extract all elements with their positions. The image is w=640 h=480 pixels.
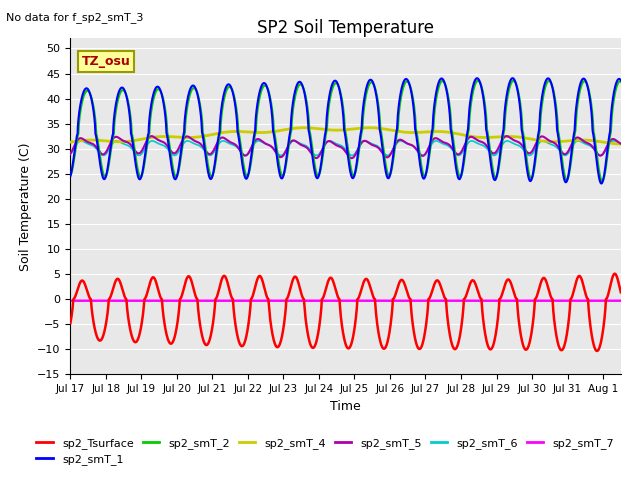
Y-axis label: Soil Temperature (C): Soil Temperature (C): [19, 142, 32, 271]
Text: TZ_osu: TZ_osu: [81, 55, 130, 68]
X-axis label: Time: Time: [330, 400, 361, 413]
Text: No data for f_sp2_smT_3: No data for f_sp2_smT_3: [6, 12, 144, 23]
Legend: sp2_Tsurface, sp2_smT_1, sp2_smT_2, sp2_smT_4, sp2_smT_5, sp2_smT_6, sp2_smT_7: sp2_Tsurface, sp2_smT_1, sp2_smT_2, sp2_…: [32, 433, 618, 469]
Title: SP2 Soil Temperature: SP2 Soil Temperature: [257, 19, 434, 37]
